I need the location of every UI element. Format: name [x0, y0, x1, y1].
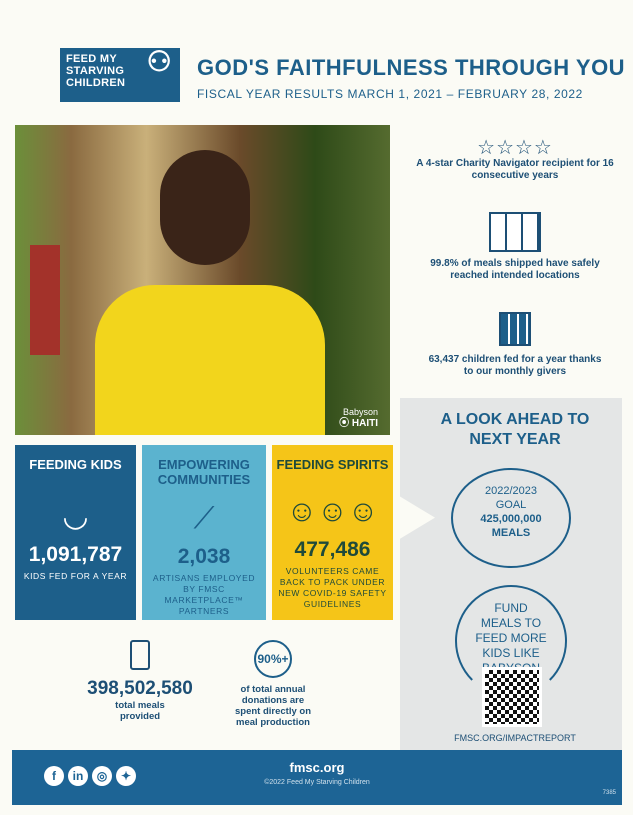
box-empowering-communities: EMPOWERING COMMUNITIES ⟋ 2,038 ARTISANS …	[142, 445, 266, 620]
box-desc: ARTISANS EMPLOYED BY FMSC MARKETPLACE™ P…	[152, 573, 256, 616]
fmsc-logo: FEED MY STARVING CHILDREN ⚇	[60, 48, 180, 102]
feature-text: 99.8% of meals shipped have safely reach…	[430, 258, 600, 281]
goal-label: GOAL	[495, 499, 527, 511]
box-number: 477,486	[294, 538, 371, 561]
linkedin-icon[interactable]: in	[68, 766, 88, 786]
fund-meals-cta[interactable]: FUND MEALS TO FEED MORE KIDS LIKE BABYSO…	[455, 585, 567, 697]
needle-thread-icon: ⟋	[193, 502, 215, 535]
qr-code[interactable]	[482, 667, 542, 727]
caption-name: Babyson	[342, 407, 378, 417]
page-title: GOD'S FAITHFULNESS THROUGH YOU	[197, 55, 626, 80]
child-photo: Babyson ⦿ HAITI	[15, 125, 390, 435]
meal-bag-icon	[130, 640, 150, 670]
child-face	[160, 150, 250, 265]
box-desc: KIDS FED FOR A YEAR	[23, 571, 128, 581]
calendar-icon	[499, 312, 531, 346]
stat-total-meals: 398,502,580 total meals provided	[80, 640, 200, 722]
box-number: 1,091,787	[28, 543, 123, 566]
people-raised-hand-icon: ☺☺☺	[286, 495, 379, 528]
box-number: 2,038	[177, 545, 231, 568]
lookahead-title: A LOOK AHEAD TO NEXT YEAR	[440, 411, 590, 448]
yellow-shirt	[95, 285, 325, 435]
logo-figures-icon: ⚇	[146, 46, 172, 77]
footer-copyright: ©2022 Feed My Starving Children	[264, 779, 370, 786]
box-title: FEEDING KIDS	[29, 457, 122, 472]
impact-report-link[interactable]: FMSC.ORG/IMPACTREPORT	[454, 733, 576, 743]
box-feeding-spirits: FEEDING SPIRITS ☺☺☺ 477,486 VOLUNTEERS C…	[272, 445, 393, 620]
social-icons: f in ◎ ✦	[44, 766, 140, 786]
goal-unit: MEALS	[491, 527, 531, 539]
box-title: FEEDING SPIRITS	[276, 457, 389, 472]
box-title: EMPOWERING COMMUNITIES	[157, 457, 251, 487]
stat-donations: 90%+ of total annual donations are spent…	[228, 640, 318, 728]
footer: f in ◎ ✦ fmsc.org ©2022 Feed My Starving Ch…	[12, 750, 622, 805]
instagram-icon[interactable]: ◎	[92, 766, 112, 786]
box-feeding-kids: FEEDING KIDS ◡ 1,091,787 KIDS FED FOR A …	[15, 445, 136, 620]
feature-text: A 4-star Charity Navigator recipient for…	[416, 158, 614, 181]
four-stars-icon: ☆☆☆☆	[477, 137, 553, 159]
stat-desc: total meals provided	[115, 700, 165, 722]
twitter-icon[interactable]: ✦	[116, 766, 136, 786]
goal-circle: 2022/2023 GOAL 425,000,000 MEALS	[451, 468, 571, 568]
footer-site-link[interactable]: fmsc.org	[289, 760, 345, 775]
pallet-boxes-icon	[489, 212, 541, 252]
page-subtitle: FISCAL YEAR RESULTS MARCH 1, 2021 – FEBR…	[197, 87, 583, 101]
goal-number: 425,000,000	[480, 513, 542, 525]
stat-desc: of total annual donations are spent dire…	[234, 684, 311, 728]
location-pin-icon: ⦿	[339, 418, 350, 429]
facebook-icon[interactable]: f	[44, 766, 64, 786]
goal-year: 2022/2023	[485, 485, 537, 497]
logo-text: FEED MY STARVING CHILDREN	[66, 53, 126, 89]
caption-location: HAITI	[351, 418, 378, 429]
percent-badge: 90%+	[254, 640, 292, 678]
bowl-icon: ◡	[62, 500, 89, 533]
footer-code: 7385	[602, 790, 616, 796]
box-desc: VOLUNTEERS CAME BACK TO PACK UNDER NEW C…	[278, 566, 387, 609]
photo-caption: Babyson ⦿ HAITI	[339, 407, 378, 429]
feature-meals-shipped: 99.8% of meals shipped have safely reach…	[405, 212, 625, 282]
stat-number: 398,502,580	[87, 678, 193, 699]
feature-charity-navigator: ☆☆☆☆ A 4-star Charity Navigator recipient…	[405, 137, 625, 182]
feature-monthly-givers: 63,437 children fed for a year thanks to…	[405, 312, 625, 378]
feature-text: 63,437 children fed for a year thanks to…	[428, 354, 602, 377]
red-door	[30, 245, 60, 355]
